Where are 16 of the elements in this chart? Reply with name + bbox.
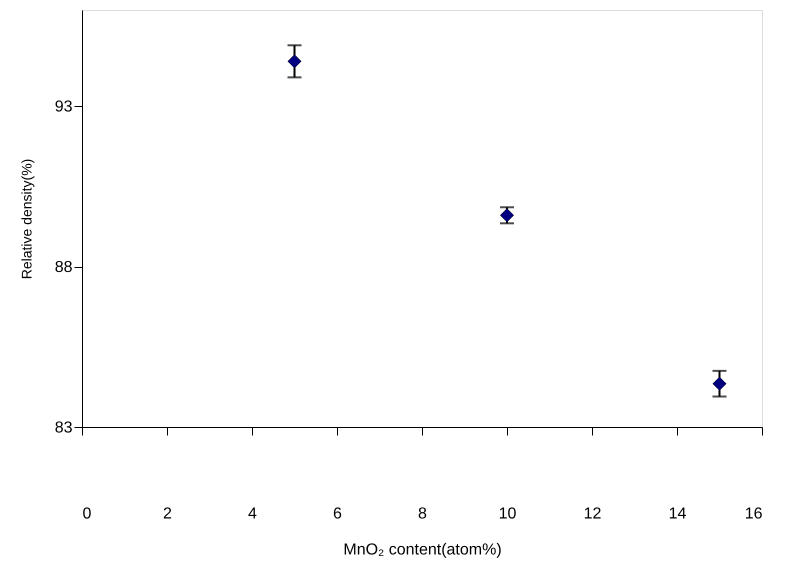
point (288, 54, 302, 68)
y-tick-label: 93 (54, 98, 73, 116)
x-tick-label: 16 (744, 506, 763, 522)
x-tick-label: 14 (668, 506, 686, 522)
x-tick-label: 12 (584, 506, 602, 522)
y-tick-label: 83 (54, 420, 73, 436)
x-tick-label: 4 (248, 506, 258, 522)
x-tick-label: 0 (82, 506, 92, 522)
point (712, 376, 726, 391)
x-tick-label: 6 (333, 506, 342, 522)
y-axis-title: Relative density(%) (18, 158, 35, 280)
x-tick-label: 2 (163, 506, 172, 522)
x-axis-title: MnO₂ content(atom%) (343, 542, 502, 558)
y-tick-label: 88 (54, 259, 73, 276)
x-tick-label: 8 (418, 506, 428, 522)
x-tick-label: 10 (498, 506, 516, 522)
